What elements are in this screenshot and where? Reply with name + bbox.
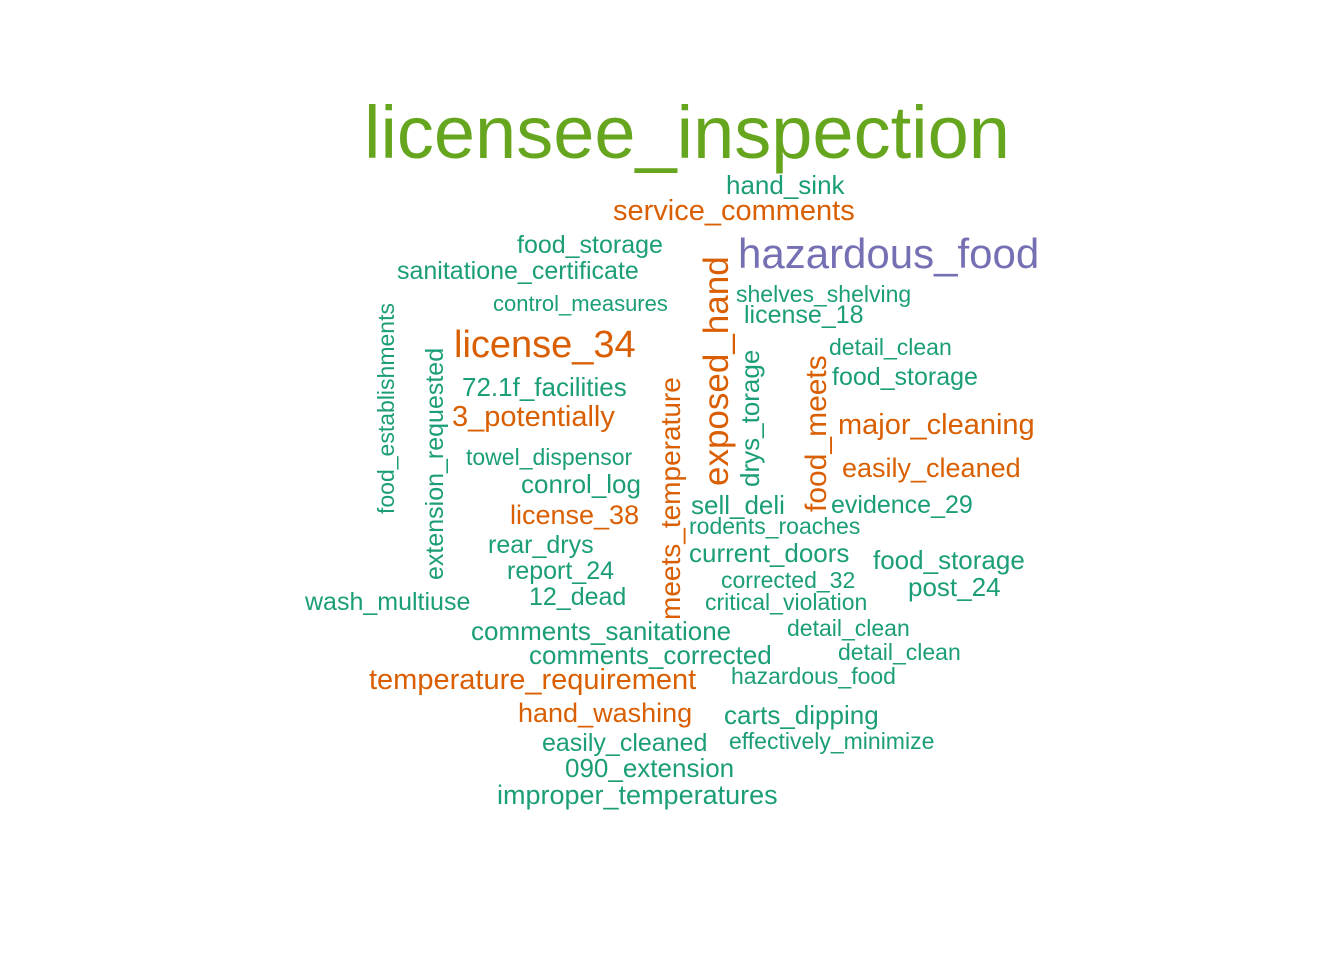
word-sanitatione-certificate: sanitatione_certificate [397, 257, 639, 285]
word-post-24: post_24 [908, 572, 1001, 602]
word-drys-torage: drys_torage [735, 349, 765, 487]
word-food-establishments: food_establishments [373, 303, 399, 514]
word-detail-clean-2: detail_clean [787, 615, 910, 641]
word-control-measures: control_measures [493, 291, 668, 316]
word-hazardous-food-2: hazardous_food [731, 663, 896, 689]
word-food-storage-2: food_storage [832, 363, 978, 391]
word-hand-sink: hand_sink [726, 170, 845, 200]
word-license-34: license_34 [454, 324, 636, 366]
word-report-24: report_24 [507, 557, 615, 585]
word-service-comments: service_comments [613, 195, 855, 227]
word-meets-temperature: meets_temperature [655, 377, 686, 620]
word-carts-dipping: carts_dipping [724, 700, 879, 730]
word-corrected-32: corrected_32 [721, 567, 856, 593]
word-3-potentially: 3_potentially [452, 401, 615, 433]
word-evidence-29: evidence_29 [831, 491, 973, 519]
word-090-extension: 090_extension [565, 753, 735, 783]
word-license-18: license_18 [744, 301, 864, 329]
word-comments-sanitatione: comments_sanitatione [471, 616, 732, 646]
word-72-1f-facilities: 72.1f_facilities [462, 372, 627, 402]
word-easily-cleaned-2: easily_cleaned [542, 729, 708, 757]
word-temperature-requirement: temperature_requirement [369, 664, 697, 696]
word-sell-deli: sell_deli [691, 490, 785, 520]
word-effectively-minimize: effectively_minimize [729, 728, 935, 754]
word-food-storage-3: food_storage [873, 545, 1025, 575]
word-food-meets: food_meets [800, 355, 833, 512]
word-extension-requested: extension_requested [421, 347, 449, 580]
word-current-doors: current_doors [689, 538, 850, 568]
word-12-dead: 12_dead [529, 583, 627, 611]
word-shelves-shelving: shelves_shelving [736, 281, 912, 307]
word-towel-dispensor: towel_dispensor [466, 444, 633, 470]
word-comments-corrected: comments_corrected [529, 640, 772, 670]
word-hazardous-food: hazardous_food [738, 230, 1040, 277]
word-conrol-log: conrol_log [521, 469, 641, 499]
word-improper-temperatures: improper_temperatures [497, 780, 778, 810]
word-rear-drys: rear_drys [488, 531, 594, 559]
word-detail-clean-3: detail_clean [838, 639, 961, 665]
word-easily-cleaned: easily_cleaned [842, 453, 1021, 483]
word-food-storage: food_storage [517, 231, 663, 259]
word-hand-washing: hand_washing [518, 698, 693, 728]
word-rodents-roaches: rodents_roaches [689, 513, 861, 539]
word-wash-multiuse: wash_multiuse [305, 588, 471, 616]
word-major-cleaning: major_cleaning [838, 409, 1035, 441]
word-exposed-hand: exposed_hand [697, 256, 736, 486]
word-license-38: license_38 [510, 500, 640, 530]
word-critical-violation: critical_violation [705, 589, 868, 615]
word-licensee-inspection: licensee_inspection [364, 91, 1010, 174]
word-detail-clean: detail_clean [829, 334, 952, 360]
